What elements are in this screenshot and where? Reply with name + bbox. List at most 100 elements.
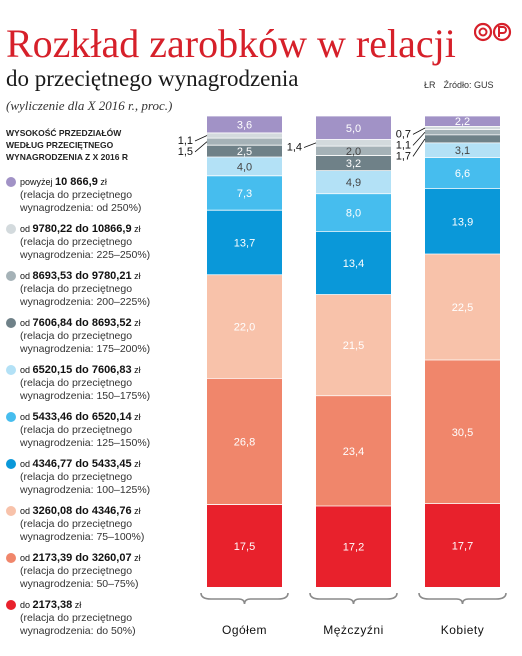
data-label: 1,5 [178, 146, 193, 158]
legend-title: WYSOKOŚĆ PRZEDZIAŁÓW WEDŁUG PRZECIĘTNEGO… [6, 127, 128, 163]
bar-segment [425, 134, 500, 143]
legend-range-unit: zł [131, 412, 141, 422]
legend-range: od 7606,84 do 8693,52 zł [20, 317, 141, 329]
legend-relation-line: (relacja do przeciętnego [20, 471, 133, 483]
bar-segment [316, 116, 391, 140]
legend-relation-line: wynagrodzenia: 100–125%) [20, 484, 151, 496]
legend-relation: (relacja do przeciętnego wynagrodzenia: o… [20, 189, 141, 215]
data-label: 26,8 [234, 436, 255, 448]
legend-relation-line: (relacja do przeciętnego [20, 330, 133, 342]
data-label: 0,7 [396, 128, 411, 140]
legend-relation: (relacja do przeciętnego wynagrodzenia: 2… [20, 283, 150, 309]
legend-range-unit: zł [131, 365, 141, 375]
legend-range: od 2173,39 do 3260,07 zł [20, 552, 141, 564]
legend-swatch [6, 365, 16, 375]
legend-swatch [6, 412, 16, 422]
bar-segment [425, 188, 500, 255]
bar-segment [425, 157, 500, 189]
legend-range-unit: zł [131, 318, 141, 328]
bar-segment [207, 210, 282, 275]
legend-range-value: 9780,22 do 10866,9 [32, 223, 132, 235]
label-leader-line [303, 142, 317, 148]
bar-segment [207, 274, 282, 379]
legend-range-unit: zł [131, 459, 141, 469]
data-label: 13,9 [452, 216, 473, 228]
legend-range-value: 8693,53 do 9780,21 [32, 270, 132, 282]
data-label: 22,0 [234, 322, 255, 334]
data-label: 13,7 [234, 237, 255, 249]
credit-author: ŁR [424, 80, 436, 90]
credits: ŁR Źródło: GUS [424, 80, 494, 90]
legend-range-value: 2173,39 do 3260,07 [32, 552, 132, 564]
legend-range: od 8693,53 do 9780,21 zł [20, 270, 141, 282]
legend-range-prefix: od [20, 365, 33, 375]
legend-range-unit: zł [72, 600, 82, 610]
legend-relation-line: wynagrodzenia: od 250%) [20, 202, 142, 214]
legend-range-prefix: od [20, 271, 33, 281]
legend-swatch [6, 553, 16, 563]
legend-relation: (relacja do przeciętnego wynagrodzenia: 1… [20, 330, 150, 356]
data-label: 4,9 [346, 177, 361, 189]
legend-range: powyżej 10 866,9 zł [20, 176, 107, 188]
legend-relation-line: wynagrodzenia: 50–75%) [20, 578, 139, 590]
category-label: Ogółem [222, 623, 267, 637]
bar-segment [207, 138, 282, 146]
data-label: 3,6 [237, 119, 252, 131]
legend-relation-line: wynagrodzenia: 125–150%) [20, 437, 151, 449]
data-label: 2,0 [346, 146, 361, 158]
bar-segment [316, 505, 391, 587]
bar-brace [200, 592, 289, 605]
label-leader-line [194, 135, 208, 142]
legend-swatch [6, 177, 16, 187]
legend-relation: (relacja do przeciętnego wynagrodzenia: 1… [20, 424, 150, 450]
legend-swatch [6, 506, 16, 516]
label-leader-line [412, 138, 426, 157]
label-leader-line [194, 141, 208, 153]
legend-relation-line: (relacja do przeciętnego [20, 283, 133, 295]
legend-range-value: 10 866,9 [55, 176, 98, 188]
legend-title-line: WEDŁUG PRZECIĘTNEGO [6, 140, 114, 150]
legend-relation: (relacja do przeciętnego wynagrodzenia: 2… [20, 236, 150, 262]
bar-segment [425, 254, 500, 360]
legend-relation-line: (relacja do przeciętnego [20, 377, 133, 389]
data-label: 21,5 [343, 340, 364, 352]
data-label: 2,2 [455, 116, 470, 128]
legend-relation: (relacja do przeciętnego wynagrodzenia: 7… [20, 518, 144, 544]
bar-segment [425, 129, 500, 135]
data-label: 1,4 [287, 142, 302, 154]
legend-range-prefix: od [20, 553, 33, 563]
legend-range-unit: zł [131, 553, 141, 563]
legend-range-unit: zł [131, 271, 141, 281]
legend-swatch [6, 459, 16, 469]
bar-segment [316, 146, 391, 156]
data-label: 1,7 [396, 150, 411, 162]
data-label: 8,0 [346, 208, 361, 220]
data-label: 3,2 [346, 158, 361, 170]
legend-range-prefix: od [20, 506, 33, 516]
legend-relation-line: wynagrodzenia: 225–250%) [20, 249, 151, 261]
data-label: 2,5 [237, 146, 252, 158]
bar-segment [316, 139, 391, 147]
data-label: 17,5 [234, 541, 255, 553]
legend-relation: (relacja do przeciętnego wynagrodzenia: d… [20, 612, 136, 638]
data-label: 17,2 [343, 541, 364, 553]
legend-relation-line: (relacja do przeciętnego [20, 236, 133, 248]
legend-range-value: 3260,08 do 4346,76 [32, 505, 132, 517]
label-leader-line [412, 127, 426, 135]
legend-title-line: WYNAGRODZENIA Z X 2016 R [6, 152, 129, 162]
bar-segment [207, 116, 282, 133]
data-label: 17,7 [452, 540, 473, 552]
bar-segment [207, 156, 282, 176]
data-label: 3,1 [455, 145, 470, 157]
legend-relation: (relacja do przeciętnego wynagrodzenia: 1… [20, 471, 150, 497]
legend-relation-line: (relacja do przeciętnego [20, 189, 133, 201]
legend-relation-line: wynagrodzenia: 75–100%) [20, 531, 145, 543]
bar-segment [207, 378, 282, 505]
label-leader-line [412, 131, 426, 146]
data-label: 1,1 [178, 135, 193, 147]
legend-range: od 3260,08 do 4346,76 zł [20, 505, 141, 517]
legend-range-value: 2173,38 [32, 599, 73, 611]
bar-segment [316, 193, 391, 232]
bar-segment [207, 145, 282, 157]
